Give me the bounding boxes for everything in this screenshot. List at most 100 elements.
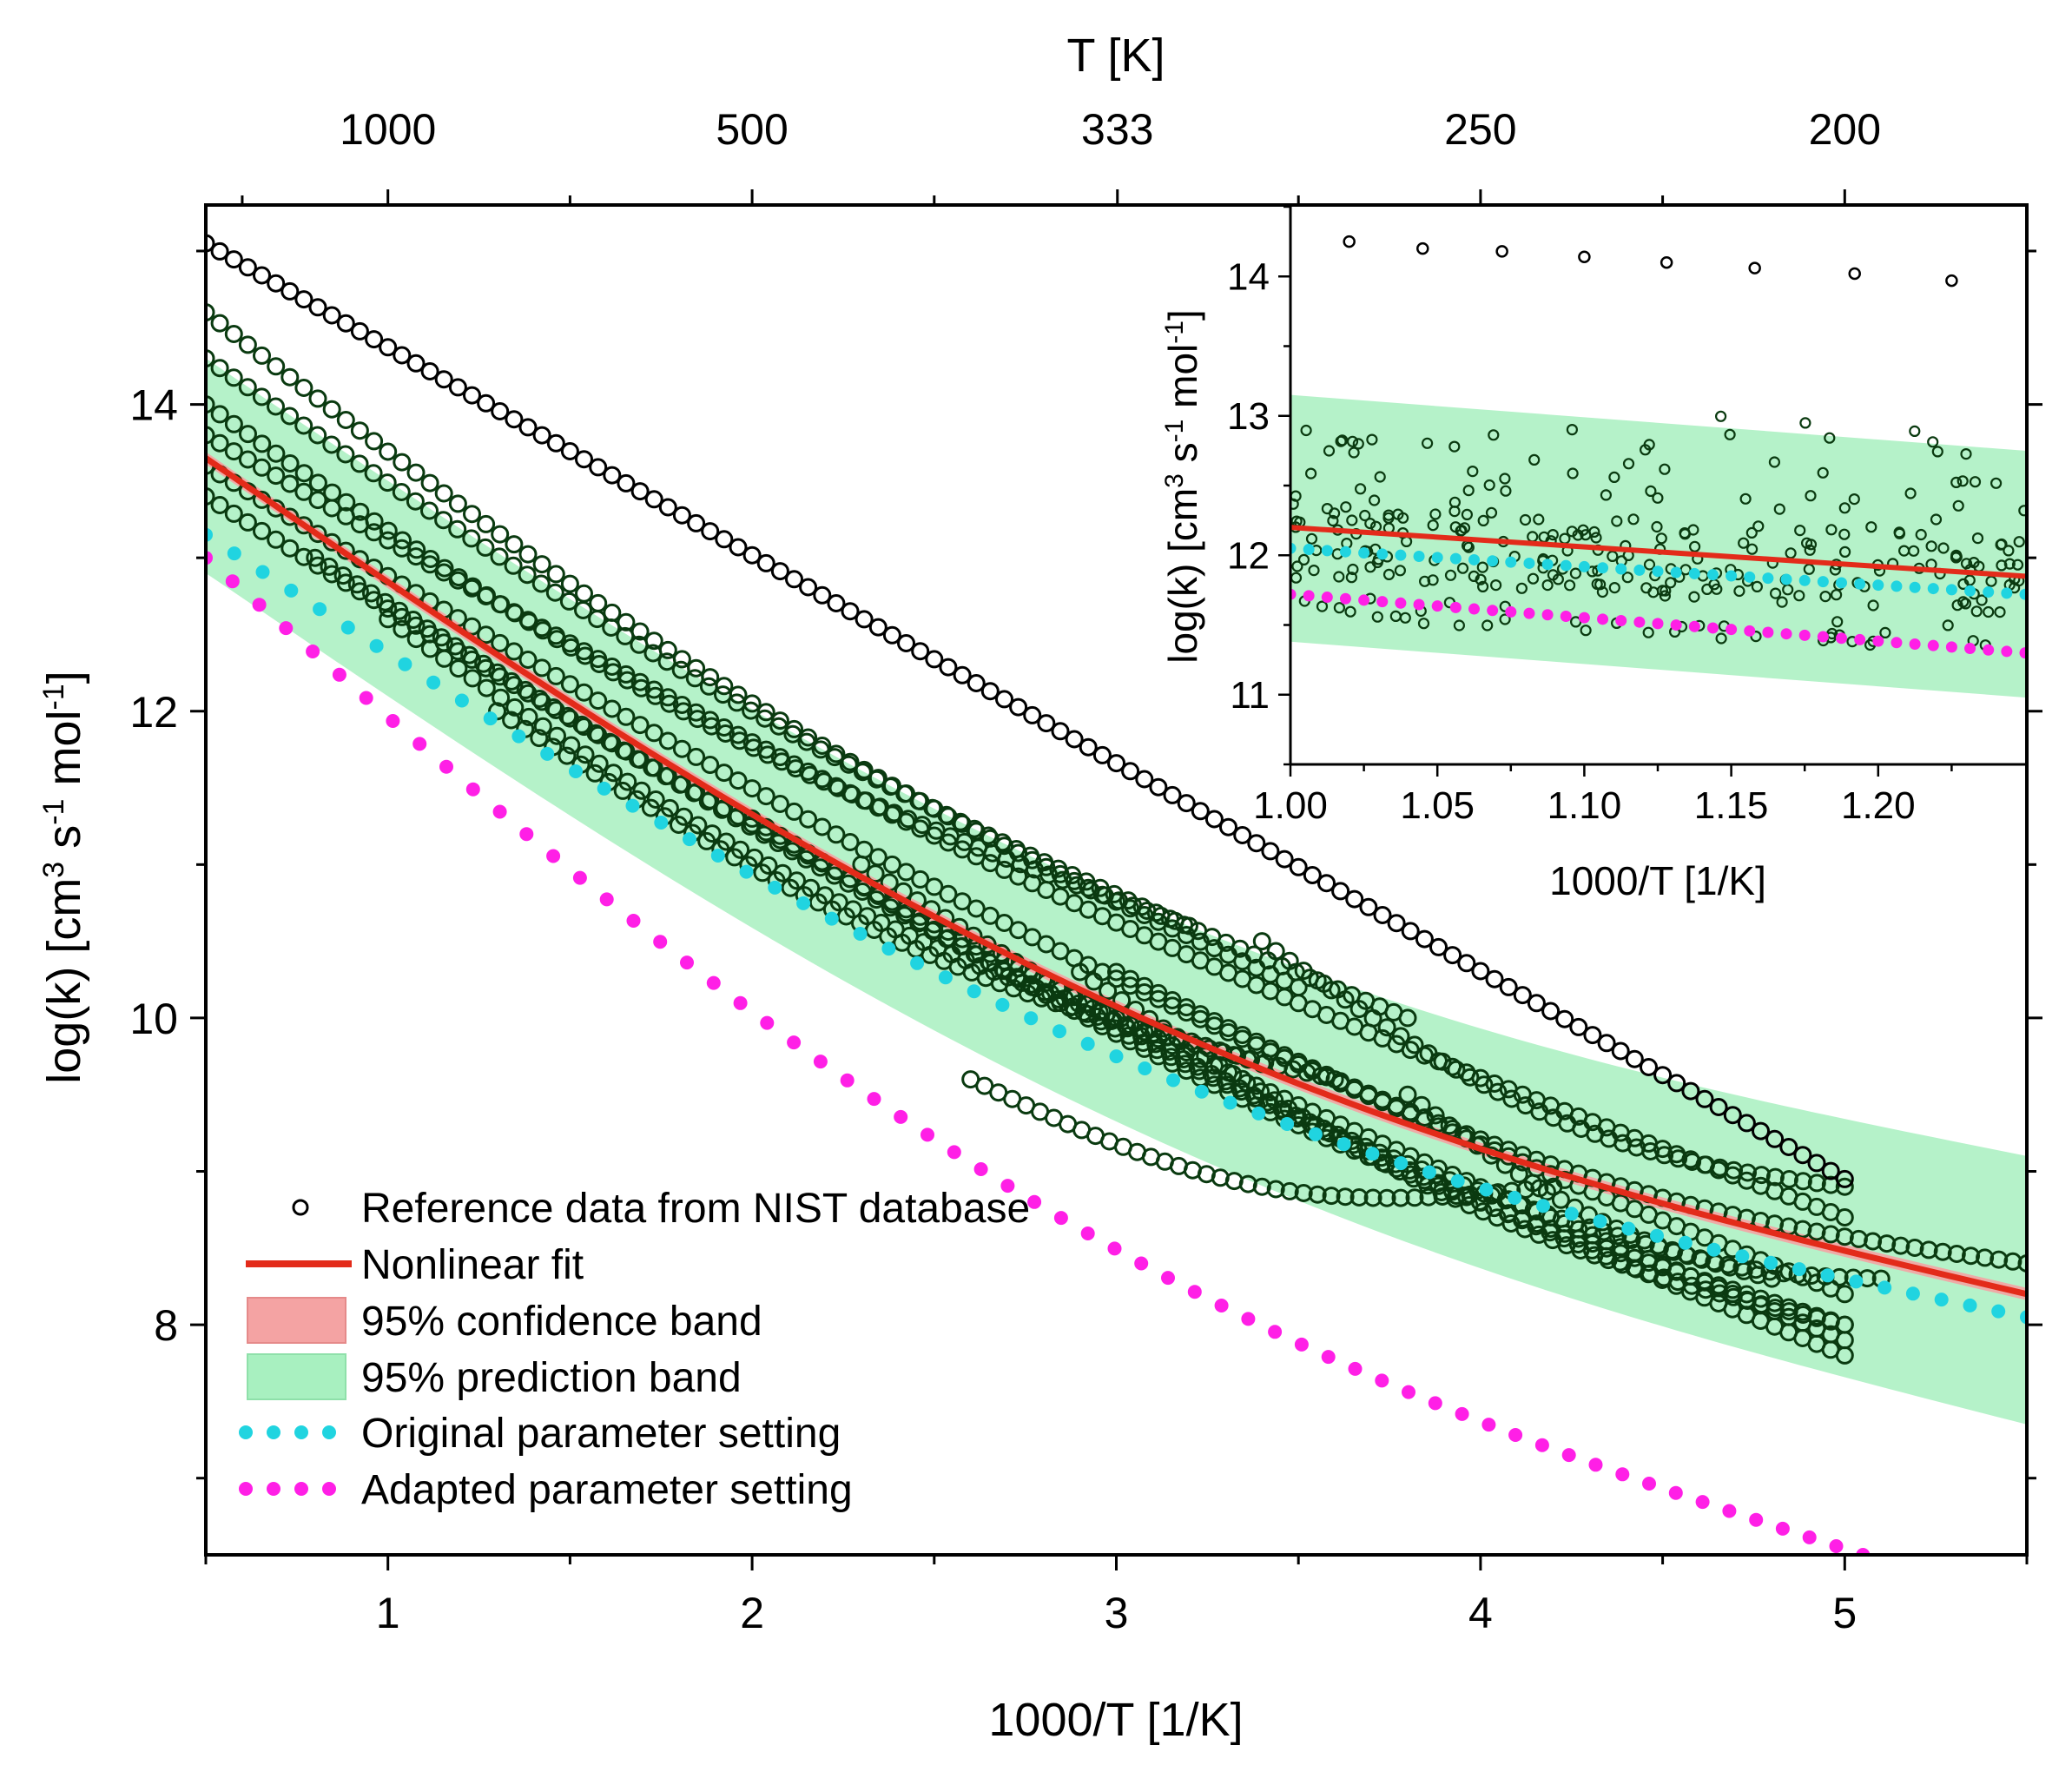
- reference-marker: [1412, 1095, 1431, 1114]
- reference-marker: [813, 817, 832, 836]
- inset-reference-marker: [1976, 594, 1988, 606]
- original-dot: [569, 764, 583, 778]
- reference-marker: [516, 680, 535, 699]
- adapted-dot: [1375, 1373, 1389, 1388]
- reference-marker: [911, 912, 930, 931]
- reference-marker: [575, 642, 593, 661]
- reference-marker: [1919, 1240, 1938, 1260]
- inset-adapted-dot: [1413, 598, 1425, 611]
- inset-reference-marker: [1499, 613, 1511, 625]
- reference-marker: [308, 525, 327, 544]
- inset-reference-marker: [1477, 514, 1489, 527]
- inset-reference-marker: [2011, 559, 2024, 571]
- inset-reference-marker: [1942, 619, 1954, 631]
- inset-reference-marker: [1417, 618, 1430, 630]
- original-dot: [1621, 1221, 1636, 1236]
- inset-y-tick-label: 14: [1227, 255, 1270, 298]
- inset-original-dot: [2019, 588, 2025, 600]
- adapted-dot: [1348, 1361, 1363, 1376]
- reference-marker: [785, 755, 803, 774]
- adapted-dot: [1749, 1512, 1764, 1527]
- adapted-dot: [599, 892, 614, 907]
- reference-marker: [618, 772, 637, 791]
- original-dot: [824, 911, 839, 926]
- reference-marker: [1163, 785, 1182, 804]
- reference-marker: [1331, 882, 1350, 901]
- reference-marker: [799, 810, 818, 829]
- top-tick-label: 200: [1809, 105, 1881, 154]
- reference-marker: [463, 386, 481, 405]
- inset-adapted-dot: [1487, 605, 1499, 617]
- reference-marker: [491, 525, 510, 544]
- inset-reference-marker: [1621, 572, 1633, 584]
- inset-reference-marker: [1396, 512, 1409, 524]
- adapted-dot: [1802, 1530, 1817, 1544]
- reference-marker: [545, 583, 564, 602]
- reference-marker: [1037, 935, 1056, 954]
- reference-marker: [393, 453, 412, 472]
- reference-marker: [379, 442, 398, 461]
- reference-marker: [463, 617, 481, 636]
- inset-reference-marker: [1925, 540, 1937, 552]
- original-dot: [1792, 1262, 1806, 1277]
- top-tick-label: 333: [1081, 105, 1153, 154]
- reference-marker: [362, 584, 380, 603]
- inset-reference-marker: [1354, 483, 1367, 495]
- reference-marker: [1373, 906, 1392, 924]
- adapted-dot: [492, 804, 507, 819]
- inset-reference-marker: [1475, 573, 1487, 585]
- inset-reference-marker: [1586, 565, 1599, 578]
- reference-marker: [462, 529, 481, 548]
- reference-marker: [658, 688, 677, 707]
- inset-reference-marker: [1639, 444, 1652, 456]
- reference-marker: [753, 863, 772, 883]
- inset-reference-marker: [1957, 596, 1970, 608]
- reference-marker: [1363, 1188, 1382, 1207]
- main-x-axis-title: 1000/T [1/K]: [988, 1694, 1243, 1746]
- reference-marker: [1835, 1315, 1854, 1334]
- original-dot: [853, 927, 868, 941]
- reference-marker: [448, 571, 467, 590]
- reference-marker: [1401, 922, 1420, 941]
- reference-marker: [742, 779, 762, 798]
- main-markers: [206, 234, 2027, 1365]
- inset-original-dot: [1652, 565, 1664, 578]
- inset-adapted-dot: [1449, 601, 1462, 613]
- reference-marker: [785, 570, 803, 589]
- inset-reference-marker: [1347, 563, 1359, 576]
- reference-marker: [911, 869, 930, 889]
- reference-marker: [713, 800, 731, 819]
- inset-reference-marker: [1642, 626, 1654, 638]
- main-y-title-exp1: 3: [37, 862, 70, 878]
- reference-marker: [347, 575, 366, 594]
- reference-marker: [1280, 1181, 1299, 1200]
- reference-marker: [1349, 1188, 1369, 1207]
- reference-marker: [1551, 1190, 1570, 1209]
- reference-marker: [294, 416, 313, 435]
- reference-marker: [951, 812, 970, 831]
- reference-marker: [1293, 1108, 1312, 1127]
- inset-reference-marker: [1382, 509, 1395, 521]
- reference-series-15: [1398, 1085, 1891, 1288]
- reference-marker: [379, 610, 398, 629]
- reference-marker: [502, 671, 521, 691]
- reference-marker: [797, 732, 816, 751]
- reference-marker: [1509, 1165, 1528, 1184]
- reference-marker: [603, 466, 622, 485]
- inset-reference-marker: [1768, 456, 1781, 468]
- inset-original-dot: [1670, 566, 1682, 579]
- main-y-title-base: log(k) [cm: [38, 878, 90, 1084]
- reference-marker: [1625, 1049, 1644, 1068]
- reference-marker: [294, 290, 313, 309]
- reference-marker: [911, 819, 930, 838]
- inset-original-dot: [1891, 580, 1903, 592]
- reference-marker: [882, 805, 901, 824]
- reference-marker: [463, 669, 482, 688]
- reference-marker: [1237, 1074, 1257, 1093]
- inset-adapted-dot: [1817, 631, 1829, 643]
- inset-reference-marker: [1805, 539, 1818, 551]
- reference-marker: [306, 548, 325, 567]
- inset-reference-marker: [1346, 514, 1358, 526]
- reference-marker: [1739, 1163, 1757, 1182]
- inset-adapted-dot: [1854, 633, 1866, 645]
